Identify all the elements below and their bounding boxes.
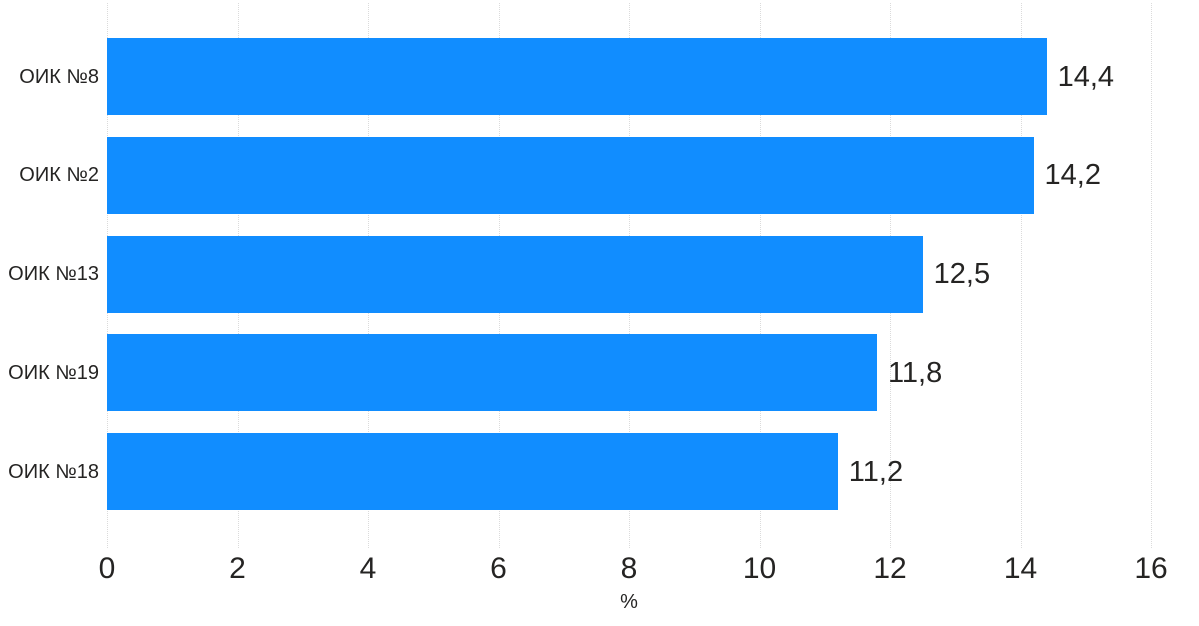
category-label: ОИК №13	[8, 263, 99, 285]
category-label: ОИК №8	[19, 65, 99, 88]
x-axis-tick-label: 2	[229, 552, 246, 585]
bar-ОИК №13[interactable]	[107, 235, 923, 313]
data-label: 14,2	[1044, 159, 1101, 192]
x-axis-title: %	[620, 591, 638, 613]
x-axis-tick-label: 0	[98, 552, 116, 585]
data-label: 11,8	[887, 356, 943, 389]
gridline	[1020, 3, 1022, 548]
x-axis-tick-label: 4	[359, 552, 377, 585]
x-axis-tick-label: 6	[490, 552, 507, 585]
bar-ОИК №8[interactable]	[107, 38, 1047, 115]
category-label: ОИК №19	[8, 361, 99, 384]
data-label: 14,4	[1057, 60, 1115, 93]
bar-ОИК №19[interactable]	[107, 334, 877, 412]
x-axis-tick-label: 16	[1134, 552, 1168, 585]
data-label: 11,2	[848, 455, 904, 488]
x-axis-tick-label: 8	[620, 552, 638, 585]
x-axis-tick-label: 10	[742, 552, 777, 585]
x-axis-tick-label: 12	[873, 552, 907, 585]
data-label: 12,5	[933, 258, 991, 290]
gridline	[1151, 3, 1152, 548]
x-axis-tick-label: 14	[1003, 552, 1038, 585]
category-label: ОИК №2	[19, 164, 99, 187]
category-label: ОИК №18	[8, 460, 99, 483]
bar-ОИК №18[interactable]	[107, 433, 838, 510]
bar-ОИК №2[interactable]	[107, 136, 1034, 214]
